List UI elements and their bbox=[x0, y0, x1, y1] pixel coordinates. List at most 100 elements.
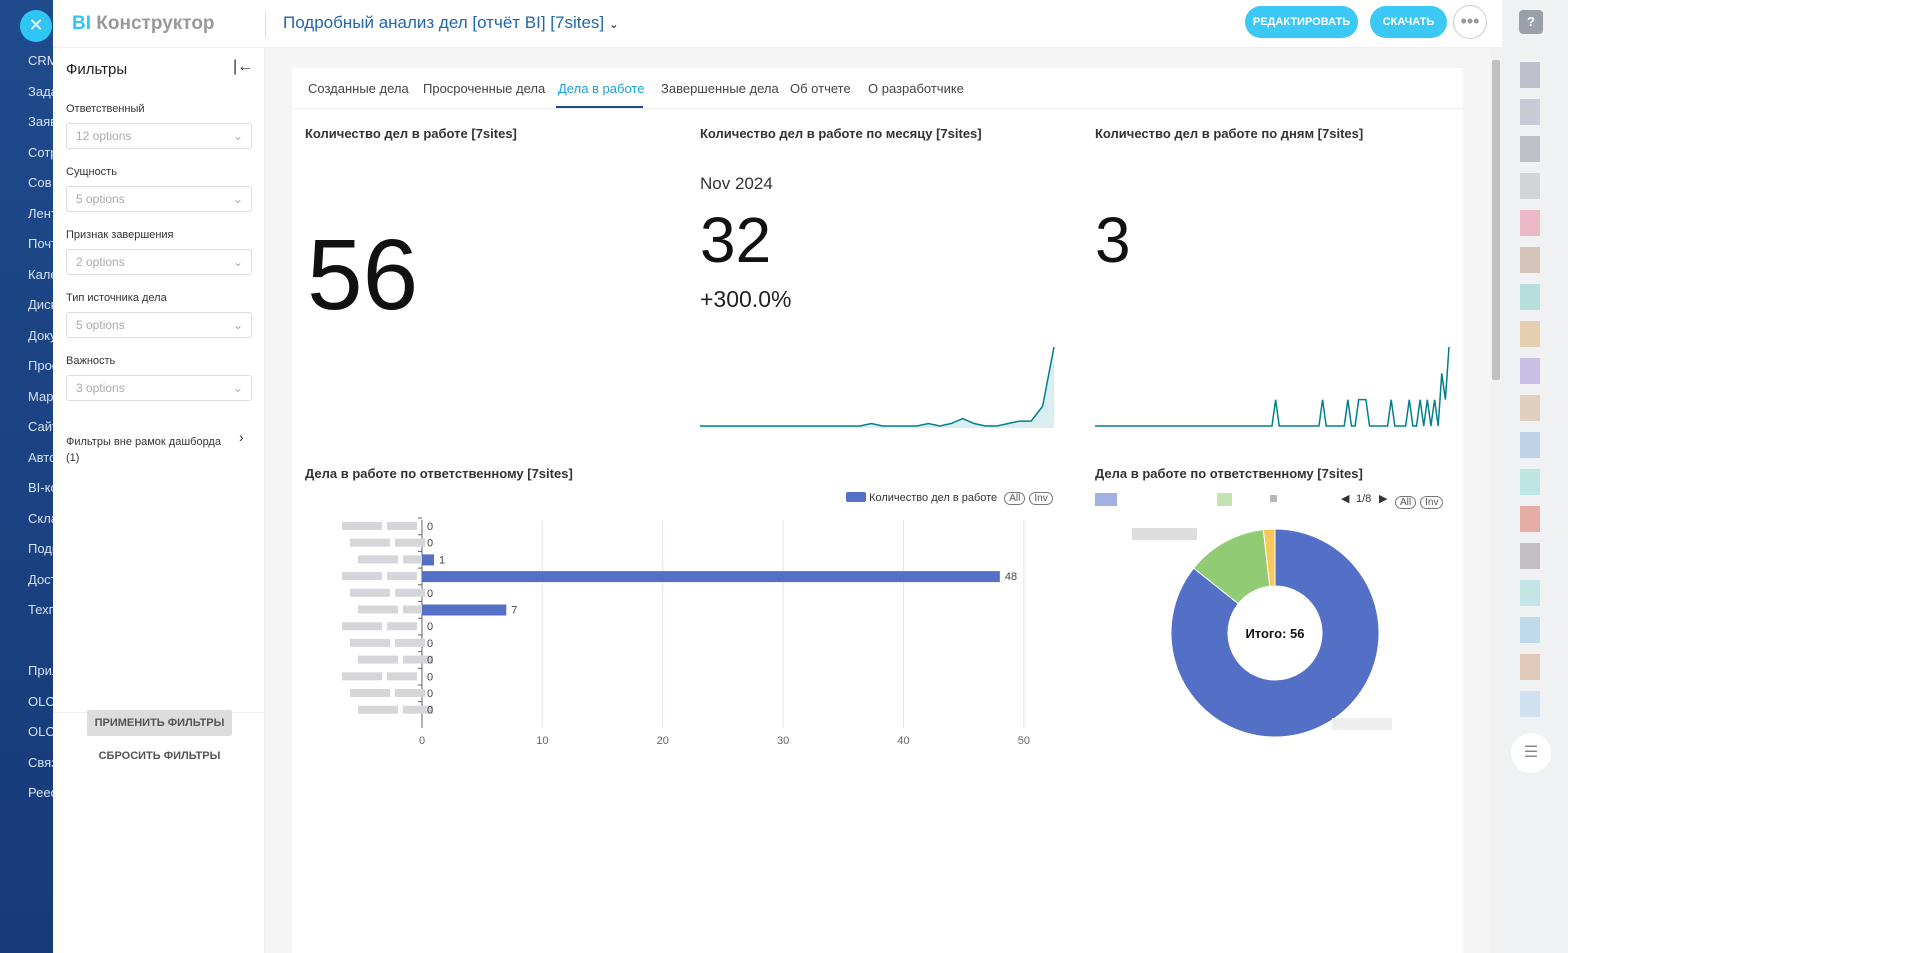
nav-item[interactable]: Кале bbox=[28, 266, 53, 282]
tab[interactable]: Созданные дела bbox=[308, 81, 409, 96]
right-sidebar: ? ☰ bbox=[1502, 0, 1568, 953]
category-label-blurred bbox=[387, 572, 417, 581]
outside-filters[interactable]: Фильтры вне рамок дашборда (1) bbox=[66, 436, 221, 464]
nav-item[interactable]: Реес bbox=[28, 785, 53, 800]
bar-value-label: 7 bbox=[511, 605, 517, 617]
x-tick-label: 10 bbox=[536, 735, 548, 747]
avatar[interactable] bbox=[1520, 99, 1540, 125]
legend-next-icon[interactable]: ▶ bbox=[1379, 493, 1388, 505]
avatar[interactable] bbox=[1520, 691, 1540, 717]
tabs: Созданные дела Просроченные дела Дела в ра… bbox=[292, 68, 1463, 109]
chevron-down-icon: ⌄ bbox=[232, 192, 243, 206]
download-button[interactable]: СКАЧАТЬ bbox=[1370, 6, 1447, 38]
help-icon[interactable]: ? bbox=[1519, 10, 1543, 34]
tab[interactable]: Об отчете bbox=[790, 81, 851, 96]
nav-item[interactable]: Зада bbox=[28, 83, 53, 99]
nav-item[interactable]: Почт bbox=[28, 236, 53, 251]
chevron-right-icon[interactable]: › bbox=[239, 429, 244, 445]
category-label-blurred bbox=[350, 689, 390, 697]
nav-item[interactable]: Прил bbox=[28, 663, 53, 678]
nav-item[interactable]: Лент bbox=[28, 205, 53, 221]
collapse-icon[interactable]: |← bbox=[233, 58, 254, 75]
filter-select[interactable]: 12 options ⌄ bbox=[66, 123, 252, 149]
nav-item[interactable]: Сов bbox=[28, 175, 52, 190]
nav-item[interactable]: Техп bbox=[28, 602, 53, 617]
nav-item[interactable]: Скла bbox=[28, 510, 53, 526]
sparkline-line bbox=[1095, 346, 1450, 427]
all-button[interactable]: All bbox=[1004, 492, 1026, 505]
filter-select[interactable]: 2 options ⌄ bbox=[66, 249, 252, 275]
avatar[interactable] bbox=[1520, 654, 1540, 680]
sparkline-area bbox=[700, 347, 1054, 428]
inv-button[interactable]: Inv bbox=[1420, 496, 1444, 509]
logo: BI Конструктор bbox=[72, 13, 215, 34]
avatar[interactable] bbox=[1520, 247, 1540, 273]
nav-item[interactable]: Сотр bbox=[28, 144, 53, 160]
tab[interactable]: Дела в работе bbox=[558, 81, 645, 96]
nav-item[interactable]: BI-ко bbox=[28, 480, 53, 495]
avatar[interactable] bbox=[1520, 136, 1540, 162]
pie-legend: ◀ 1/8 ▶ All Inv bbox=[1095, 492, 1445, 509]
avatar[interactable] bbox=[1520, 580, 1540, 606]
avatar[interactable] bbox=[1520, 210, 1540, 236]
nav-item[interactable]: Связ bbox=[28, 754, 53, 770]
close-button[interactable]: ✕ bbox=[20, 10, 52, 42]
apply-filters-button[interactable]: ПРИМЕНИТЬ ФИЛЬТРЫ bbox=[87, 710, 232, 736]
category-label-blurred bbox=[395, 689, 425, 697]
avatar[interactable] bbox=[1520, 469, 1540, 495]
tab[interactable]: Завершенные дела bbox=[661, 81, 779, 96]
nav-item[interactable]: Мар bbox=[28, 388, 53, 404]
nav-item[interactable]: Диск bbox=[28, 297, 53, 312]
bar-value-label: 0 bbox=[427, 521, 433, 533]
legend-swatch[interactable] bbox=[846, 492, 866, 502]
nav-item[interactable]: CRM bbox=[28, 53, 53, 68]
bar-value-label: 0 bbox=[427, 705, 433, 717]
more-button[interactable]: ••• bbox=[1453, 5, 1487, 39]
pie-chart: Итого: 56 bbox=[1132, 528, 1392, 738]
avatar[interactable] bbox=[1520, 284, 1540, 310]
edit-button[interactable]: РЕДАКТИРОВАТЬ bbox=[1245, 6, 1358, 38]
category-label-blurred bbox=[403, 555, 433, 564]
reset-filters-button[interactable]: СБРОСИТЬ ФИЛЬТРЫ bbox=[98, 750, 221, 762]
avatar[interactable] bbox=[1520, 506, 1540, 532]
filter-select[interactable]: 5 options ⌄ bbox=[66, 186, 252, 212]
all-button[interactable]: All bbox=[1395, 496, 1417, 509]
nav-item[interactable]: Подп bbox=[28, 541, 53, 556]
nav-item[interactable]: Прое bbox=[28, 358, 53, 373]
category-label-blurred bbox=[350, 638, 390, 647]
avatar[interactable] bbox=[1520, 358, 1540, 384]
nav-item[interactable]: Дост bbox=[28, 571, 53, 587]
avatar[interactable] bbox=[1520, 321, 1540, 347]
nav-item[interactable]: Сайт bbox=[28, 419, 53, 434]
tab[interactable]: Просроченные дела bbox=[423, 81, 546, 96]
avatar[interactable] bbox=[1520, 617, 1540, 643]
nav-item[interactable]: Авто bbox=[28, 449, 53, 465]
filter-select[interactable]: 3 options ⌄ bbox=[66, 375, 252, 401]
nav-item[interactable] bbox=[0, 626, 53, 657]
avatar[interactable] bbox=[1520, 62, 1540, 88]
dashboard-title[interactable]: Подробный анализ дел [отчёт BI] [7sites]… bbox=[283, 13, 619, 32]
list-icon[interactable]: ☰ bbox=[1511, 733, 1551, 773]
bar-value-label: 0 bbox=[427, 671, 433, 683]
dashboard-content: Созданные дела Просроченные дела Дела в ра… bbox=[265, 48, 1490, 953]
scrollbar[interactable] bbox=[1490, 48, 1502, 953]
nav-item[interactable]: OLCH bbox=[28, 724, 53, 739]
avatar[interactable] bbox=[1520, 173, 1540, 199]
bar-legend: Количество дел в работе All Inv bbox=[846, 492, 1053, 505]
tab[interactable]: О разработчике bbox=[868, 81, 964, 96]
filter-select[interactable]: 5 options ⌄ bbox=[66, 312, 252, 338]
legend-prev-icon[interactable]: ◀ bbox=[1341, 493, 1350, 505]
avatar[interactable] bbox=[1520, 543, 1540, 569]
category-label-blurred bbox=[358, 555, 398, 564]
bar-value-label: 0 bbox=[427, 688, 433, 700]
chevron-down-icon: ⌄ bbox=[232, 129, 243, 143]
nav-item[interactable]: Заяв bbox=[28, 114, 53, 129]
x-tick-label: 20 bbox=[657, 735, 669, 747]
nav-item[interactable]: OLCH bbox=[28, 693, 53, 709]
kpi2-period: Nov 2024 bbox=[700, 174, 773, 193]
avatar[interactable] bbox=[1520, 432, 1540, 458]
avatar[interactable] bbox=[1520, 395, 1540, 421]
inv-button[interactable]: Inv bbox=[1029, 492, 1053, 505]
nav-item[interactable]: Доку bbox=[28, 327, 53, 343]
